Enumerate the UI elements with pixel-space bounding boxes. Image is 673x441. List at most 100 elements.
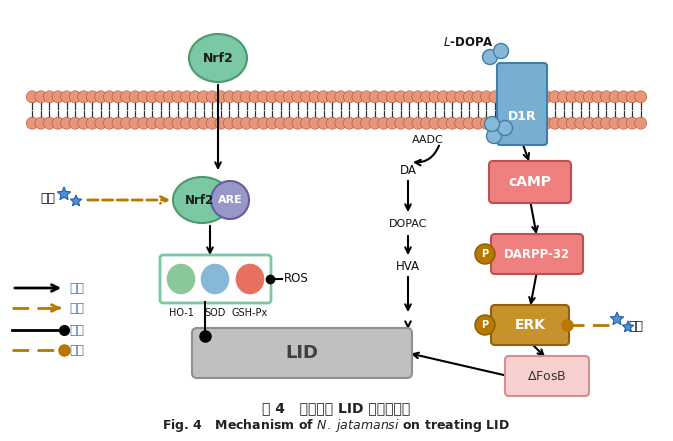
Text: 甘松: 甘松 (40, 191, 55, 205)
Text: P: P (481, 320, 489, 330)
Circle shape (395, 117, 406, 129)
Circle shape (600, 117, 612, 129)
Polygon shape (610, 312, 624, 325)
Circle shape (463, 117, 475, 129)
Circle shape (283, 91, 295, 103)
FancyBboxPatch shape (160, 255, 271, 303)
Circle shape (129, 91, 141, 103)
FancyBboxPatch shape (505, 356, 589, 396)
Circle shape (77, 117, 90, 129)
Polygon shape (70, 195, 81, 206)
Circle shape (429, 91, 441, 103)
Circle shape (378, 91, 390, 103)
Text: DOPAC: DOPAC (389, 219, 427, 229)
Circle shape (258, 91, 270, 103)
Circle shape (618, 117, 629, 129)
Circle shape (352, 91, 364, 103)
Circle shape (626, 117, 638, 129)
Circle shape (493, 44, 509, 59)
Circle shape (26, 117, 38, 129)
Circle shape (146, 117, 158, 129)
Circle shape (189, 117, 201, 129)
Circle shape (334, 117, 347, 129)
Circle shape (446, 91, 458, 103)
Circle shape (386, 91, 398, 103)
Text: LID: LID (285, 344, 318, 362)
Circle shape (95, 91, 107, 103)
Circle shape (334, 91, 347, 103)
Circle shape (112, 117, 124, 129)
Text: Nrf2: Nrf2 (184, 194, 213, 206)
Text: Nrf2: Nrf2 (203, 52, 234, 64)
Circle shape (395, 91, 406, 103)
Circle shape (240, 117, 252, 129)
Circle shape (198, 91, 210, 103)
Circle shape (549, 117, 561, 129)
Circle shape (575, 91, 587, 103)
Ellipse shape (189, 34, 247, 82)
Ellipse shape (235, 263, 265, 295)
Circle shape (566, 91, 578, 103)
Circle shape (515, 117, 527, 129)
Circle shape (232, 91, 244, 103)
Circle shape (549, 91, 561, 103)
Circle shape (95, 117, 107, 129)
Circle shape (258, 117, 270, 129)
Ellipse shape (211, 181, 249, 219)
Circle shape (138, 91, 149, 103)
Circle shape (223, 117, 236, 129)
Circle shape (497, 91, 509, 103)
Circle shape (437, 91, 450, 103)
Text: Fig. 4   Mechanism of $\mathit{N.\ jatamansi}$ on treating LID: Fig. 4 Mechanism of $\mathit{N.\ jataman… (162, 416, 510, 434)
Circle shape (386, 117, 398, 129)
Circle shape (86, 91, 98, 103)
Circle shape (52, 91, 64, 103)
Circle shape (583, 117, 596, 129)
Circle shape (506, 117, 518, 129)
Circle shape (412, 117, 424, 129)
Circle shape (215, 117, 227, 129)
Circle shape (155, 117, 167, 129)
Circle shape (198, 117, 210, 129)
Circle shape (343, 91, 355, 103)
Text: 抑制: 抑制 (69, 324, 84, 336)
Circle shape (421, 91, 433, 103)
Circle shape (361, 117, 372, 129)
Circle shape (309, 117, 321, 129)
Circle shape (112, 91, 124, 103)
Circle shape (429, 117, 441, 129)
Circle shape (26, 91, 38, 103)
Circle shape (343, 117, 355, 129)
Circle shape (455, 117, 467, 129)
Text: DA: DA (400, 164, 417, 176)
Circle shape (206, 91, 218, 103)
Circle shape (437, 117, 450, 129)
Circle shape (635, 91, 647, 103)
Circle shape (146, 91, 158, 103)
Circle shape (524, 117, 535, 129)
FancyBboxPatch shape (491, 234, 583, 274)
Circle shape (326, 117, 339, 129)
Circle shape (104, 117, 115, 129)
Circle shape (232, 117, 244, 129)
Text: ERK: ERK (514, 318, 546, 332)
Circle shape (558, 91, 569, 103)
FancyBboxPatch shape (192, 328, 412, 378)
Circle shape (249, 91, 261, 103)
Circle shape (35, 91, 47, 103)
Circle shape (506, 91, 518, 103)
Circle shape (275, 117, 287, 129)
Circle shape (475, 244, 495, 264)
FancyBboxPatch shape (489, 161, 571, 203)
Circle shape (172, 91, 184, 103)
Text: P: P (481, 249, 489, 259)
Circle shape (35, 117, 47, 129)
Circle shape (240, 91, 252, 103)
Circle shape (497, 117, 509, 129)
FancyBboxPatch shape (491, 305, 569, 345)
Circle shape (301, 91, 312, 103)
Circle shape (69, 117, 81, 129)
Circle shape (292, 91, 304, 103)
Circle shape (489, 91, 501, 103)
Circle shape (515, 91, 527, 103)
